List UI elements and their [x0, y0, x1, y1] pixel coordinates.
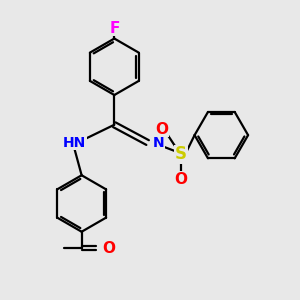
Text: O: O	[175, 172, 188, 187]
Text: F: F	[109, 21, 119, 36]
Text: O: O	[155, 122, 168, 137]
Text: O: O	[102, 241, 116, 256]
Text: S: S	[175, 146, 187, 164]
Text: N: N	[153, 136, 165, 150]
Text: HN: HN	[63, 136, 86, 150]
